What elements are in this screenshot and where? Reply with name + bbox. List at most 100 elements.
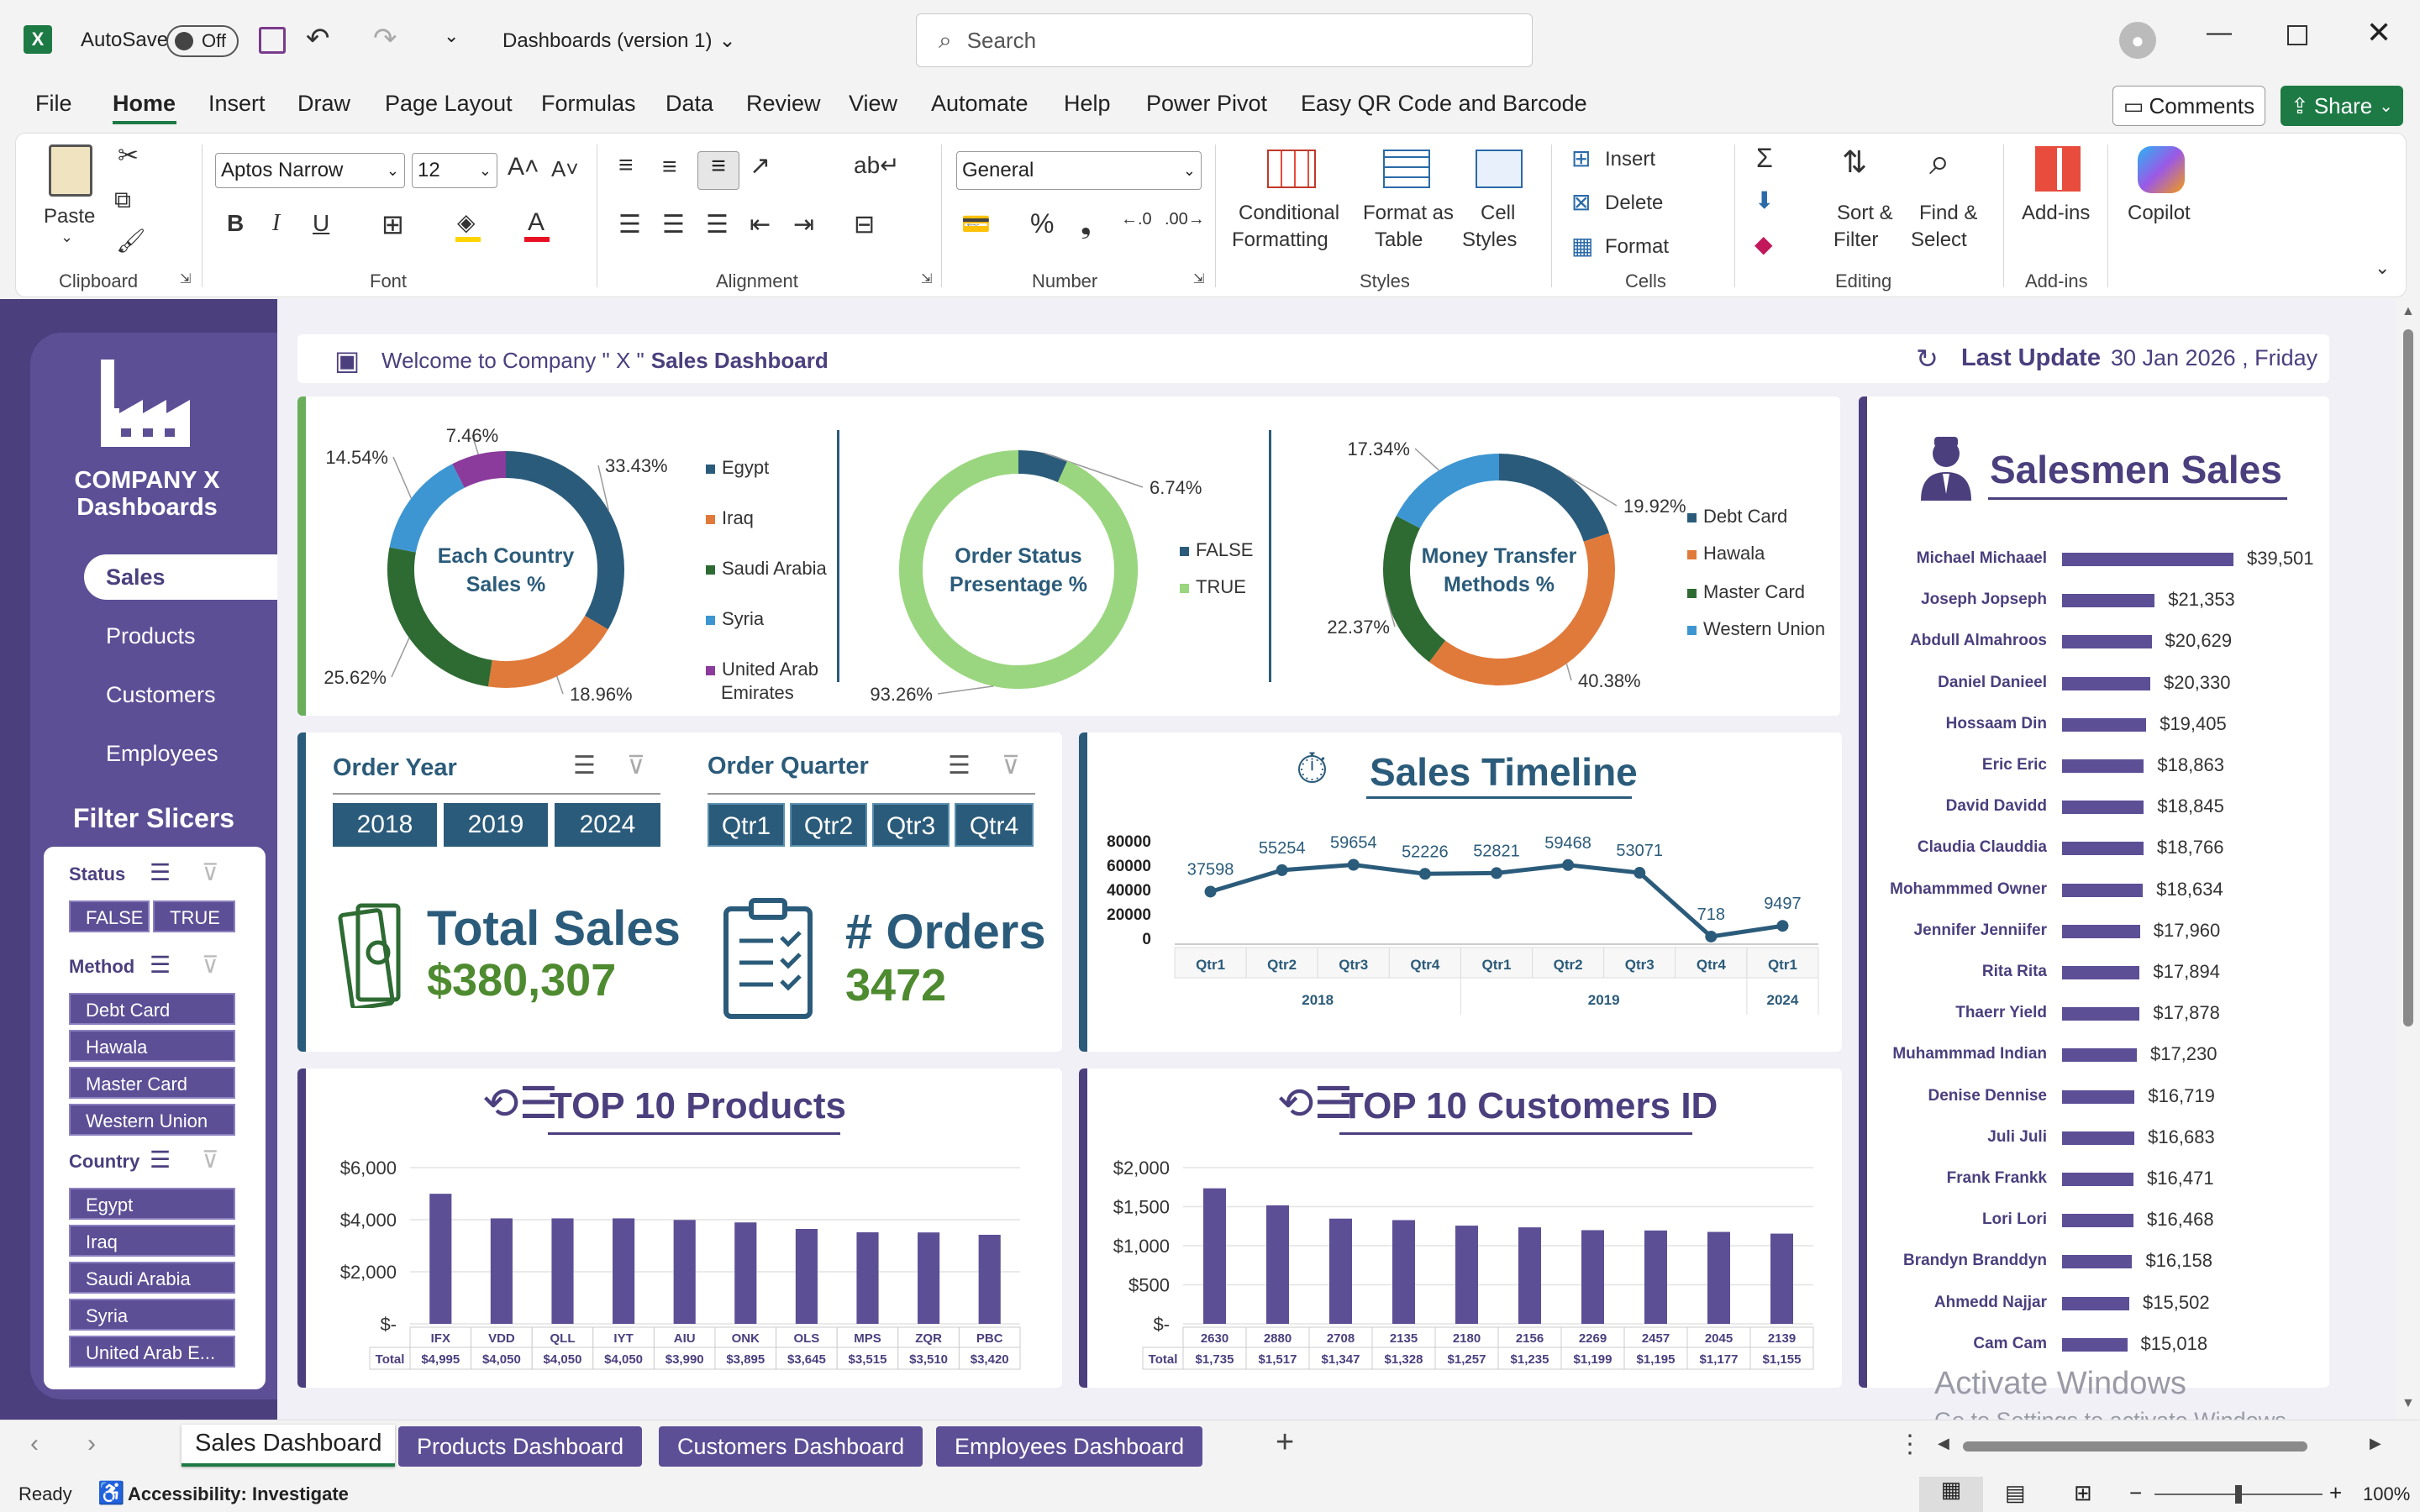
- insert-cells-icon[interactable]: ⊞: [1571, 145, 1591, 171]
- increase-indent-icon[interactable]: ⇥: [793, 211, 815, 239]
- decrease-font-icon[interactable]: A˅: [551, 156, 579, 181]
- menu-easy-qr[interactable]: Easy QR Code and Barcode: [1301, 91, 1587, 116]
- format-as-table-icon[interactable]: [1383, 150, 1430, 188]
- multi-select-icon[interactable]: ☰: [150, 1147, 171, 1173]
- cell-label[interactable]: Cell: [1481, 202, 1516, 224]
- menu-insert[interactable]: Insert: [208, 91, 266, 116]
- decrease-indent-icon[interactable]: ⇤: [750, 211, 771, 239]
- delete-cells-icon[interactable]: ⊠: [1571, 189, 1591, 215]
- italic-icon[interactable]: I: [272, 210, 281, 236]
- slicer-country-item[interactable]: Iraq: [69, 1225, 235, 1257]
- year-2024-button[interactable]: 2024: [555, 803, 660, 847]
- menu-page-layout[interactable]: Page Layout: [385, 91, 513, 116]
- format-as-label[interactable]: Format as: [1363, 202, 1455, 224]
- menu-automate[interactable]: Automate: [931, 91, 1028, 116]
- share-button[interactable]: ⇪ Share ⌄: [2281, 86, 2403, 126]
- tab-customers-dashboard[interactable]: Customers Dashboard: [659, 1426, 923, 1467]
- format-cells-icon[interactable]: ▦: [1571, 233, 1594, 259]
- menu-data[interactable]: Data: [666, 91, 714, 116]
- tab-products-dashboard[interactable]: Products Dashboard: [398, 1426, 643, 1467]
- font-color-icon[interactable]: A: [528, 208, 545, 236]
- align-top-icon[interactable]: ≡: [618, 151, 634, 179]
- year-2019-button[interactable]: 2019: [444, 803, 548, 847]
- zoom-slider[interactable]: [2154, 1485, 2323, 1504]
- tab-next-icon[interactable]: ›: [87, 1430, 96, 1457]
- qtr2-button[interactable]: Qtr2: [790, 803, 867, 847]
- styles-label[interactable]: Styles: [1462, 228, 1518, 251]
- slicer-country-item[interactable]: Egypt: [69, 1188, 235, 1220]
- paste-label[interactable]: Paste: [44, 205, 96, 228]
- clear-filter-icon[interactable]: ⊽: [202, 859, 219, 885]
- nav-employees[interactable]: Employees: [106, 741, 218, 766]
- dialog-launcher-icon[interactable]: ⇲: [1193, 272, 1205, 286]
- borders-icon[interactable]: ⊞: [381, 209, 404, 239]
- add-sheet-icon[interactable]: +: [1276, 1425, 1295, 1460]
- scroll-up-icon[interactable]: ▲: [2402, 304, 2415, 318]
- accessibility-icon[interactable]: ♿: [97, 1480, 125, 1505]
- redo-icon[interactable]: ↷: [373, 23, 397, 55]
- delete-cells-label[interactable]: Delete: [1605, 192, 1664, 214]
- merge-center-icon[interactable]: ⊟: [854, 211, 876, 239]
- dialog-launcher-icon[interactable]: ⇲: [921, 272, 933, 286]
- formatting-label[interactable]: Formatting: [1232, 228, 1328, 251]
- conditional-formatting-icon[interactable]: [1267, 150, 1316, 188]
- slicer-status-false[interactable]: FALSE: [69, 900, 150, 932]
- slicer-method-item[interactable]: Western Union: [69, 1104, 235, 1136]
- slicer-status-true[interactable]: TRUE: [153, 900, 235, 932]
- page-layout-view-icon[interactable]: ▤: [2005, 1480, 2026, 1505]
- autosave-toggle[interactable]: Off: [166, 25, 239, 57]
- table-label[interactable]: Table: [1375, 228, 1423, 251]
- insert-cells-label[interactable]: Insert: [1605, 148, 1656, 171]
- sort-filter-icon[interactable]: ⇅: [1842, 144, 1868, 179]
- autosum-icon[interactable]: Σ: [1756, 143, 1773, 173]
- more-options-icon[interactable]: ⋮: [1897, 1431, 1923, 1458]
- multi-select-icon[interactable]: ☰: [948, 752, 971, 780]
- font-name-select[interactable]: Aptos Narrow ⌄: [215, 153, 405, 188]
- cell-styles-icon[interactable]: [1476, 150, 1523, 188]
- copy-icon[interactable]: ⧉: [114, 186, 131, 213]
- add-ins-icon[interactable]: [2035, 146, 2081, 192]
- font-size-select[interactable]: 12 ⌄: [412, 153, 497, 188]
- minimize-icon[interactable]: —: [2207, 18, 2232, 46]
- scroll-down-icon[interactable]: ▼: [2402, 1396, 2415, 1410]
- underline-icon[interactable]: U: [313, 210, 330, 236]
- sort-label[interactable]: Sort &: [1837, 202, 1893, 224]
- slicer-country-item[interactable]: Syria: [69, 1299, 235, 1331]
- multi-select-icon[interactable]: ☰: [573, 752, 596, 780]
- slicer-country-item[interactable]: United Arab E...: [69, 1336, 235, 1368]
- restore-icon[interactable]: [2287, 25, 2307, 45]
- increase-font-icon[interactable]: A˄: [508, 153, 539, 181]
- vertical-scroll-thumb[interactable]: [2403, 329, 2413, 1026]
- menu-draw[interactable]: Draw: [297, 91, 351, 116]
- copilot-icon[interactable]: [2138, 146, 2185, 193]
- close-icon[interactable]: ✕: [2366, 15, 2392, 50]
- search-box[interactable]: ⌕ Search: [916, 13, 1533, 67]
- fill-color-icon[interactable]: ◈: [457, 209, 476, 235]
- format-cells-label[interactable]: Format: [1605, 235, 1670, 258]
- horizontal-scroll-thumb[interactable]: [1963, 1441, 2307, 1452]
- align-center-icon[interactable]: ☰: [662, 211, 685, 239]
- slicer-method-item[interactable]: Hawala: [69, 1030, 235, 1062]
- save-icon[interactable]: [259, 27, 286, 54]
- increase-decimal-icon[interactable]: ←.0: [1121, 210, 1152, 228]
- nav-sales[interactable]: Sales: [106, 564, 166, 590]
- chevron-down-icon[interactable]: ⌄: [60, 228, 74, 245]
- slicer-country-item[interactable]: Saudi Arabia: [69, 1262, 235, 1294]
- clear-filter-icon[interactable]: ⊽: [1002, 752, 1020, 780]
- find-select-icon[interactable]: ⌕: [1929, 141, 1950, 182]
- account-icon[interactable]: ●: [2119, 22, 2156, 59]
- clear-filter-icon[interactable]: ⊽: [202, 1147, 219, 1173]
- normal-view-button[interactable]: ▦: [1919, 1477, 1983, 1512]
- page-break-view-icon[interactable]: ⊞: [2074, 1480, 2092, 1505]
- menu-formulas[interactable]: Formulas: [541, 91, 636, 116]
- zoom-out-icon[interactable]: −: [2129, 1480, 2143, 1505]
- zoom-level[interactable]: 100%: [2363, 1483, 2411, 1504]
- percent-icon[interactable]: %: [1030, 208, 1055, 239]
- align-bottom-button[interactable]: ≡: [697, 151, 739, 190]
- zoom-in-icon[interactable]: +: [2329, 1480, 2343, 1505]
- clear-icon[interactable]: ◆: [1754, 231, 1773, 257]
- dialog-launcher-icon[interactable]: ⇲: [180, 272, 192, 286]
- decrease-decimal-icon[interactable]: .00→: [1165, 210, 1205, 228]
- paste-icon[interactable]: [49, 144, 92, 197]
- menu-help[interactable]: Help: [1064, 91, 1111, 116]
